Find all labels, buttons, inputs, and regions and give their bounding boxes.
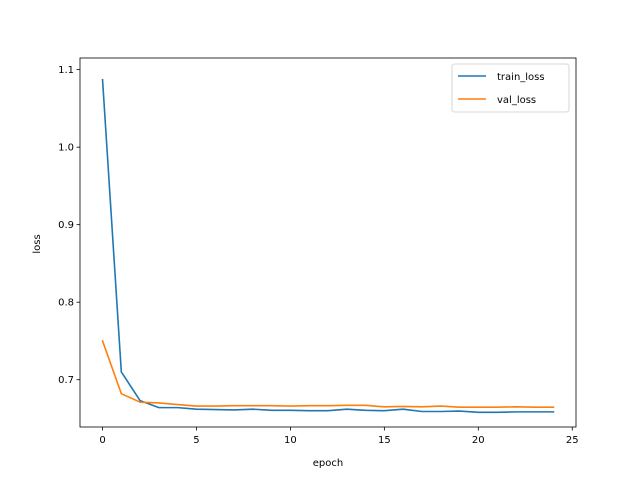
legend-label-train-loss: train_loss [497, 72, 545, 83]
x-tick-label: 10 [284, 435, 297, 446]
x-tick-label: 0 [99, 435, 105, 446]
legend: train_loss val_loss [451, 63, 570, 113]
x-tick-label: 15 [378, 435, 391, 446]
x-tick-label: 25 [566, 435, 579, 446]
y-axis-label: loss [32, 234, 43, 253]
y-tick-label: 0.9 [58, 220, 74, 231]
y-tick-label: 0.8 [58, 298, 74, 309]
y-tick-label: 0.7 [58, 375, 74, 386]
legend-label-val-loss: val_loss [497, 95, 536, 106]
series-line-train-loss [101, 78, 555, 414]
x-tick-label: 20 [472, 435, 485, 446]
y-tick-label: 1.0 [58, 143, 74, 154]
axes-frame [79, 57, 577, 428]
x-axis-label: epoch [313, 458, 343, 469]
series-line-val-loss [101, 339, 555, 409]
y-tick-label: 1.1 [58, 65, 74, 76]
plot-area: 0 5 10 15 20 25 0.7 0.8 0.9 1.0 1.1 [58, 57, 579, 446]
x-tick-label: 5 [193, 435, 199, 446]
